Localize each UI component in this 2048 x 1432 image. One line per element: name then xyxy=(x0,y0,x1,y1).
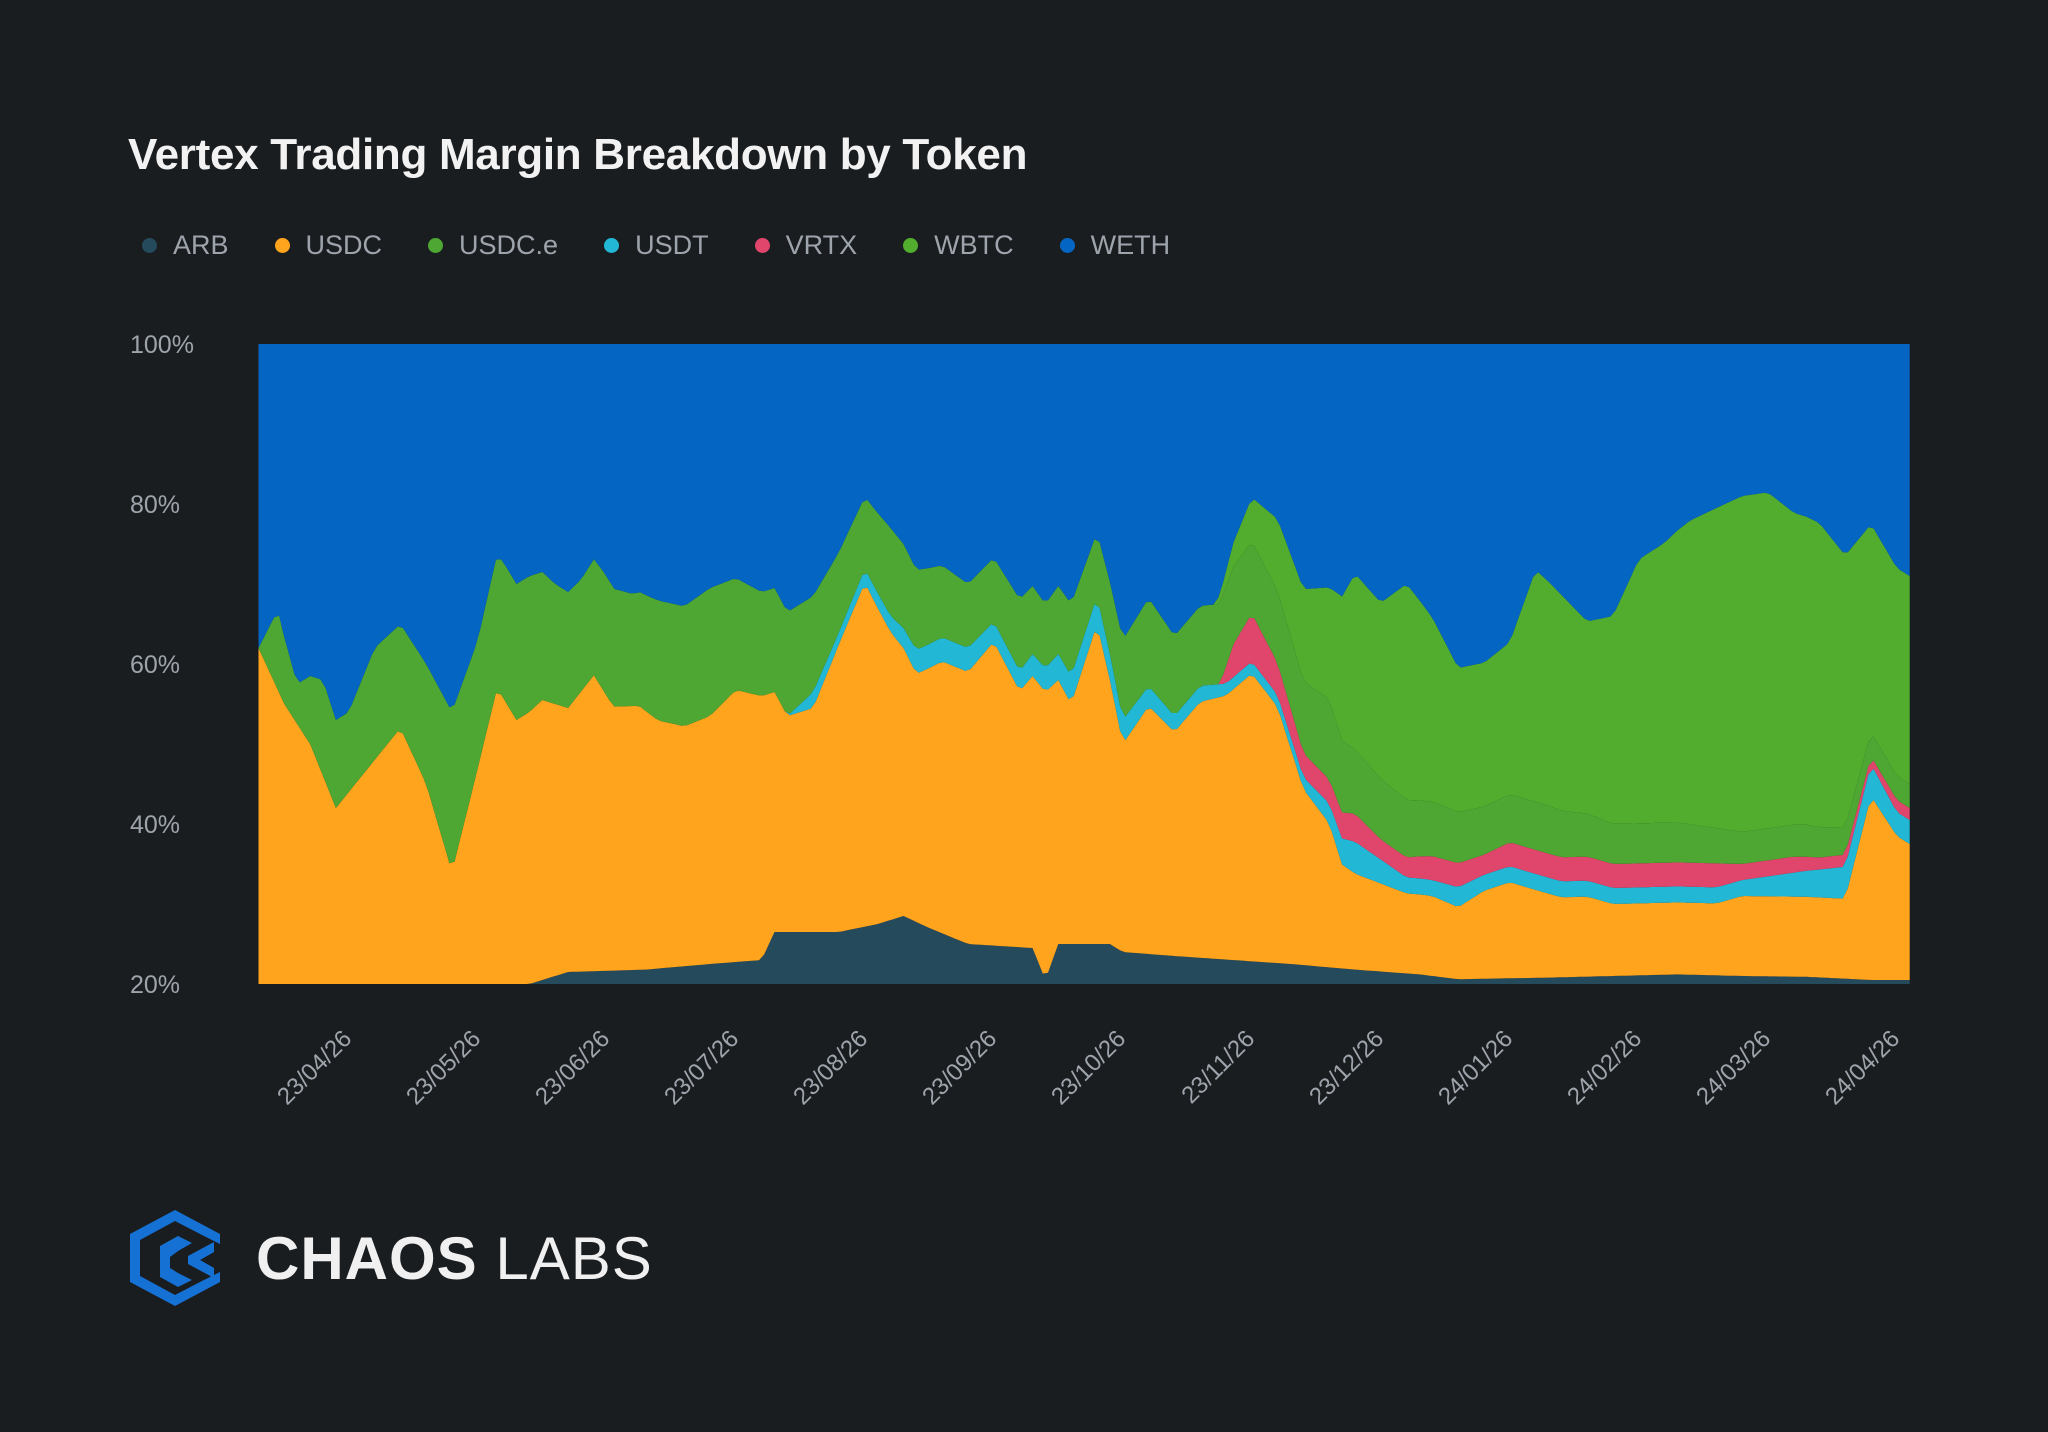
legend-label: WETH xyxy=(1090,230,1171,260)
legend-label: USDC xyxy=(305,230,383,260)
area-series-wbtc[interactable] xyxy=(258,492,1910,832)
legend-item-usdc-e[interactable]: USDC.e xyxy=(428,230,558,261)
logo-text: CHAOS LABS xyxy=(256,1224,653,1293)
x-tick-label: 23/11/26 xyxy=(1176,1025,1260,1109)
x-tick-label: 24/02/26 xyxy=(1562,1025,1647,1110)
legend-item-weth[interactable]: WETH xyxy=(1059,230,1171,261)
legend-label: WBTC xyxy=(934,230,1014,260)
chart-title: Vertex Trading Margin Breakdown by Token xyxy=(128,130,1028,179)
y-tick-label: 20% xyxy=(130,971,180,999)
legend-item-arb[interactable]: ARB xyxy=(142,230,229,261)
legend: ARB USDC USDC.e USDT VRTX WBTC WETH xyxy=(142,230,1216,261)
legend-item-vrtx[interactable]: VRTX xyxy=(754,230,858,261)
chart-svg: 20% 40% 60% 80% 100% 23/04/26 23/05/26 23/06/26… xyxy=(130,331,1910,1110)
y-tick-label: 60% xyxy=(130,651,180,679)
legend-dot xyxy=(274,238,290,253)
legend-dot xyxy=(604,238,620,253)
area-series-usdt[interactable] xyxy=(258,573,1910,907)
y-tick-label: 80% xyxy=(130,491,180,519)
legend-dot xyxy=(1059,238,1075,253)
legend-item-usdt[interactable]: USDT xyxy=(604,230,709,261)
chaos-labs-logo: CHAOS LABS xyxy=(130,1210,653,1306)
legend-label: USDC.e xyxy=(459,230,559,260)
logo-text-light: LABS xyxy=(495,1224,653,1292)
x-tick-label: 24/01/26 xyxy=(1433,1025,1518,1110)
x-tick-label: 23/07/26 xyxy=(659,1025,744,1110)
legend-dot xyxy=(754,238,770,253)
area-series-weth[interactable] xyxy=(258,344,1910,720)
area-series-usdc-e[interactable] xyxy=(258,499,1910,864)
x-tick-label: 23/06/26 xyxy=(530,1025,615,1110)
legend-dot xyxy=(142,238,157,253)
legend-item-wbtc[interactable]: WBTC xyxy=(903,230,1014,261)
y-tick-label: 40% xyxy=(130,811,180,839)
legend-dot xyxy=(428,238,444,253)
x-tick-label: 23/04/26 xyxy=(272,1025,357,1110)
legend-label: ARB xyxy=(173,230,229,260)
x-tick-label: 23/09/26 xyxy=(917,1025,1002,1110)
area-series-arb[interactable] xyxy=(258,916,1910,984)
y-tick-label: 100% xyxy=(130,331,194,359)
x-tick-label: 23/08/26 xyxy=(788,1025,873,1110)
x-tick-label: 23/05/26 xyxy=(401,1025,486,1110)
legend-label: VRTX xyxy=(785,230,858,260)
chaos-labs-logo-icon xyxy=(130,1210,220,1306)
x-tick-label: 23/10/26 xyxy=(1046,1025,1131,1110)
logo-text-bold: CHAOS xyxy=(256,1224,478,1292)
legend-item-usdc[interactable]: USDC xyxy=(274,230,383,261)
x-tick-label: 24/03/26 xyxy=(1691,1025,1776,1110)
x-tick-label: 24/04/26 xyxy=(1820,1025,1905,1110)
legend-label: USDT xyxy=(635,230,709,260)
area-series-usdc[interactable] xyxy=(258,587,1910,984)
legend-dot xyxy=(903,238,919,253)
x-tick-label: 23/12/26 xyxy=(1304,1025,1389,1110)
